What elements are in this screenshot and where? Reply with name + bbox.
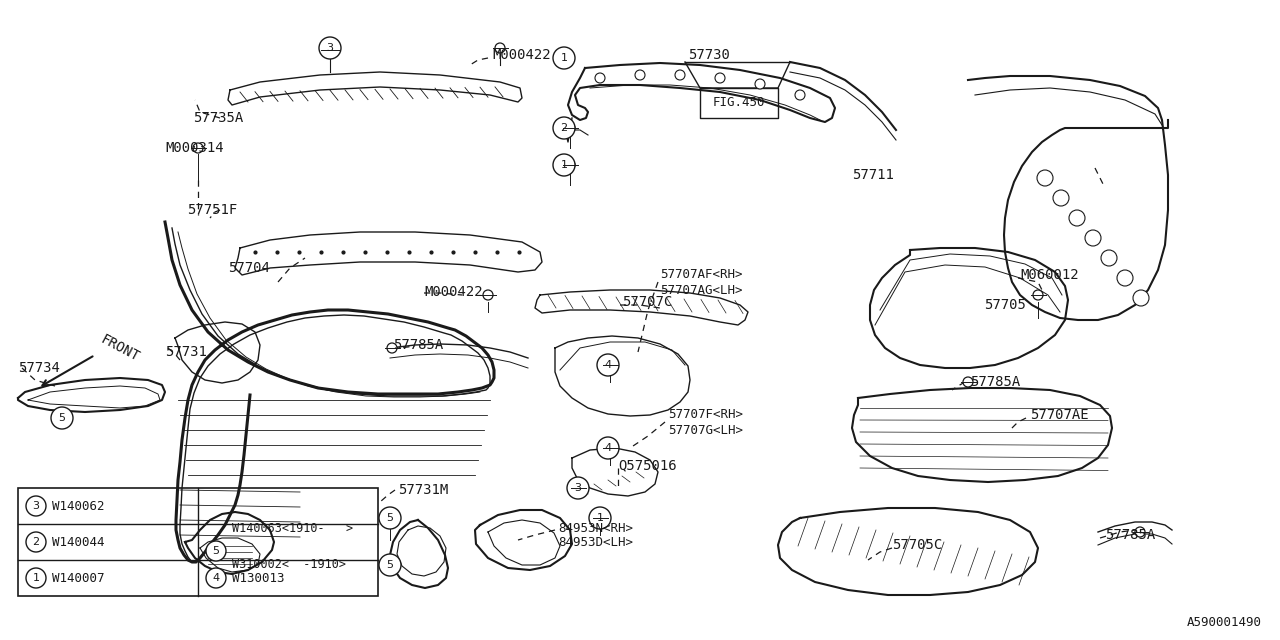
Text: 57730: 57730 (689, 48, 730, 62)
Text: 57704: 57704 (228, 261, 270, 275)
Text: A590001490: A590001490 (1187, 616, 1262, 628)
Circle shape (596, 437, 620, 459)
Text: 57785A: 57785A (1105, 528, 1156, 542)
Text: M000422: M000422 (492, 48, 550, 62)
Circle shape (387, 514, 394, 522)
Text: 57707F<RH>: 57707F<RH> (668, 408, 742, 422)
Text: W310002<  -1910>: W310002< -1910> (232, 559, 346, 572)
Text: 3: 3 (32, 501, 40, 511)
Circle shape (675, 70, 685, 80)
Circle shape (1101, 250, 1117, 266)
Circle shape (596, 354, 620, 376)
Circle shape (1037, 170, 1053, 186)
Text: 57731: 57731 (165, 345, 207, 359)
Text: FIG.450: FIG.450 (713, 97, 765, 109)
Text: 2: 2 (561, 123, 567, 133)
Circle shape (1117, 270, 1133, 286)
Circle shape (635, 70, 645, 80)
Text: W140007: W140007 (52, 572, 105, 584)
Text: 3: 3 (326, 43, 334, 53)
Text: 5: 5 (387, 513, 393, 523)
Text: 1: 1 (32, 573, 40, 583)
Circle shape (605, 360, 614, 370)
Circle shape (26, 532, 46, 552)
Text: W140063<1910-   >: W140063<1910- > (232, 522, 353, 536)
Text: 2: 2 (32, 537, 40, 547)
Circle shape (963, 377, 973, 387)
Text: FRONT: FRONT (99, 332, 142, 364)
Circle shape (1135, 527, 1146, 537)
Text: 1: 1 (596, 513, 603, 523)
Circle shape (58, 414, 67, 422)
Circle shape (1053, 190, 1069, 206)
Circle shape (1069, 210, 1085, 226)
Text: 4: 4 (604, 360, 612, 370)
Text: 57734: 57734 (18, 361, 60, 375)
Circle shape (1033, 290, 1043, 300)
Bar (18, 488, 378, 596)
Circle shape (379, 554, 401, 576)
Circle shape (324, 44, 335, 56)
Circle shape (567, 477, 589, 499)
Circle shape (553, 47, 575, 69)
Text: Q575016: Q575016 (618, 458, 677, 472)
Circle shape (564, 160, 575, 170)
Text: M060012: M060012 (1020, 268, 1079, 282)
Text: 3: 3 (575, 483, 581, 493)
Text: W130013: W130013 (232, 572, 284, 584)
Circle shape (716, 73, 724, 83)
Text: 57731M: 57731M (398, 483, 448, 497)
Text: 57707C: 57707C (622, 295, 672, 309)
Text: 57705: 57705 (984, 298, 1025, 312)
Circle shape (755, 79, 765, 89)
Text: 57711: 57711 (852, 168, 893, 182)
Text: M000422: M000422 (424, 285, 483, 299)
Text: 1: 1 (561, 53, 567, 63)
Circle shape (387, 561, 394, 569)
Circle shape (26, 568, 46, 588)
Text: 84953N<RH>: 84953N<RH> (558, 522, 634, 534)
Text: 5: 5 (212, 546, 219, 556)
Circle shape (605, 443, 614, 453)
Circle shape (495, 43, 506, 53)
Circle shape (387, 343, 397, 353)
Text: 4: 4 (212, 573, 220, 583)
Circle shape (553, 117, 575, 139)
Text: 1: 1 (561, 160, 567, 170)
Circle shape (319, 37, 340, 59)
Text: 5: 5 (387, 560, 393, 570)
Text: 57707G<LH>: 57707G<LH> (668, 424, 742, 436)
Circle shape (26, 496, 46, 516)
Circle shape (206, 568, 227, 588)
Text: 57735A: 57735A (193, 111, 243, 125)
Text: 57707AF<RH>: 57707AF<RH> (660, 269, 742, 282)
Text: 57785A: 57785A (970, 375, 1020, 389)
Circle shape (51, 407, 73, 429)
Circle shape (1133, 290, 1149, 306)
Circle shape (573, 483, 582, 493)
Text: W140044: W140044 (52, 536, 105, 548)
Text: W140062: W140062 (52, 499, 105, 513)
Text: 57707AG<LH>: 57707AG<LH> (660, 284, 742, 296)
Text: 84953D<LH>: 84953D<LH> (558, 536, 634, 550)
Circle shape (1085, 230, 1101, 246)
Text: M000314: M000314 (165, 141, 224, 155)
Circle shape (595, 73, 605, 83)
Circle shape (564, 123, 575, 133)
Circle shape (193, 143, 204, 153)
Circle shape (206, 541, 227, 561)
Text: 5: 5 (59, 413, 65, 423)
Circle shape (795, 90, 805, 100)
Circle shape (589, 507, 611, 529)
Circle shape (595, 513, 605, 523)
Text: 57705C: 57705C (892, 538, 942, 552)
Text: 4: 4 (604, 443, 612, 453)
Text: 57785A: 57785A (393, 338, 443, 352)
Circle shape (379, 507, 401, 529)
Circle shape (483, 290, 493, 300)
Circle shape (553, 154, 575, 176)
Text: 57707AE: 57707AE (1030, 408, 1088, 422)
Text: 57751F: 57751F (187, 203, 237, 217)
